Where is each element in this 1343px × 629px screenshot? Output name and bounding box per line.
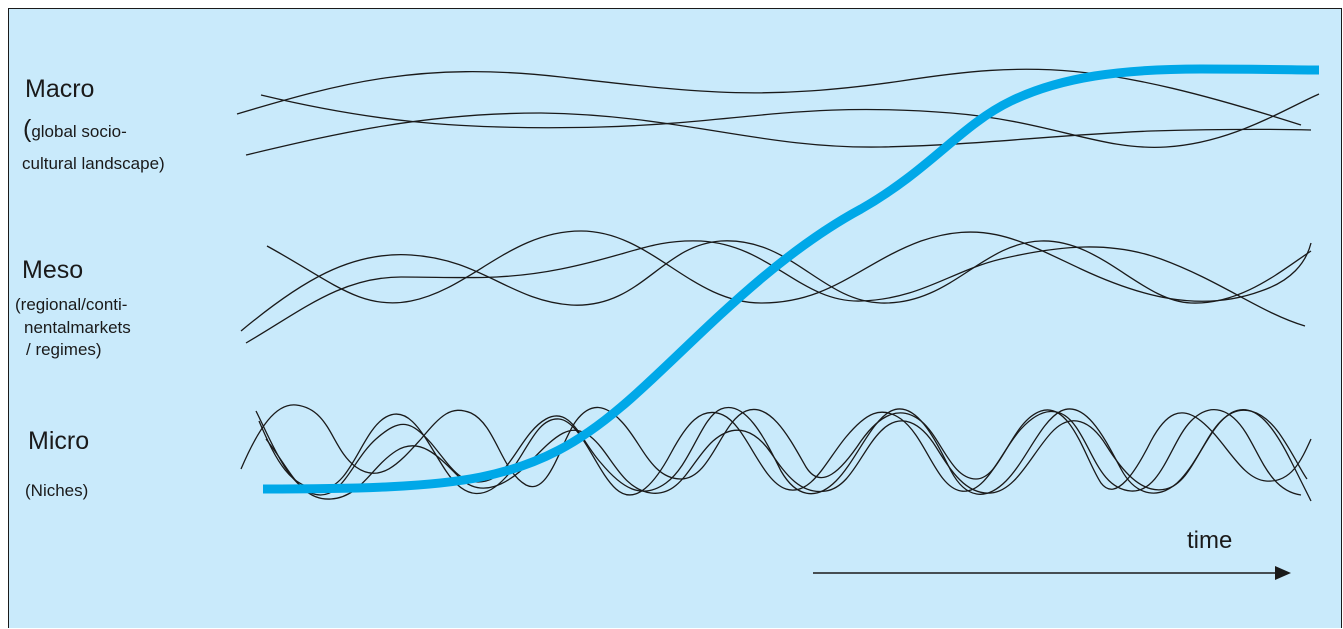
micro-wave-1 — [240, 404, 1312, 490]
arrow-right-icon — [813, 566, 1291, 580]
macro-wave-1 — [236, 68, 1302, 126]
micro-waves — [240, 404, 1312, 502]
macro-wave-3 — [245, 112, 1312, 156]
micro-title: Micro — [28, 427, 90, 455]
meso-description-line2: nentalmarkets — [24, 318, 131, 337]
meso-description-line1: (regional/conti- — [15, 295, 128, 314]
multi-level-diagram: Macro (global socio- cultural landscape)… — [8, 8, 1342, 628]
macro-description: (global socio- — [23, 117, 127, 142]
diagram-background — [9, 9, 1341, 628]
macro-title: Macro — [25, 75, 95, 103]
transition-curve — [262, 64, 1320, 494]
meso-description-line3: / regimes) — [26, 340, 102, 359]
macro-wave-2 — [260, 93, 1320, 149]
macro-waves — [236, 68, 1320, 156]
macro-description-line1: global socio- — [31, 122, 127, 141]
meso-title: Meso — [22, 256, 84, 284]
macro-description-paren: ( — [23, 115, 32, 143]
macro-description-line2: cultural landscape) — [22, 154, 165, 173]
diagram-canvas — [9, 9, 1341, 628]
time-label: time — [1187, 527, 1233, 554]
meso-wave-1 — [266, 230, 1312, 304]
micro-wave-4 — [265, 409, 1308, 500]
micro-wave-3 — [258, 409, 1302, 496]
meso-wave-3 — [245, 240, 1306, 344]
micro-description: (Niches) — [25, 481, 89, 500]
